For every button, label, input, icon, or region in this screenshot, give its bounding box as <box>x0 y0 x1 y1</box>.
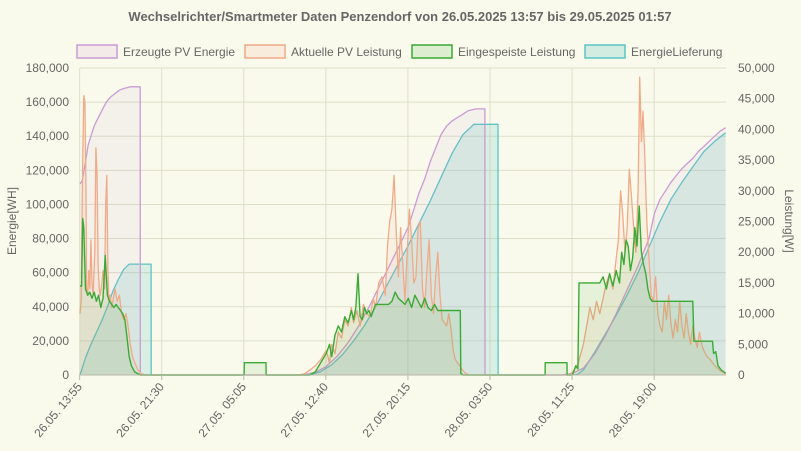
legend-swatch-aktuelle-pv-leistung <box>244 44 286 59</box>
series-area-energielieferung <box>80 124 726 375</box>
y-tick-left-label: 140,000 <box>26 129 70 143</box>
y-tick-left-label: 20,000 <box>32 334 69 348</box>
grid <box>79 67 726 376</box>
legend-label-eingespeiste-leistung: Eingespeiste Leistung <box>458 45 575 59</box>
legend-item-aktuelle-pv-leistung[interactable]: Aktuelle PV Leistung <box>244 44 402 59</box>
y-tick-right-label: 15,000 <box>738 276 775 290</box>
y-tick-right-label: 0 <box>738 368 745 382</box>
y-axis-left-title: Energie[WH] <box>5 187 19 255</box>
legend-swatch-erzeugte-pv-energie <box>76 44 118 59</box>
legend-label-aktuelle-pv-leistung: Aktuelle PV Leistung <box>291 45 402 59</box>
y-tick-left-label: 60,000 <box>32 266 69 280</box>
y-tick-right-label: 30,000 <box>738 184 775 198</box>
y-tick-left-label: 40,000 <box>32 300 69 314</box>
series-area-eingespeiste-leistung <box>80 206 726 375</box>
y-tick-right-label: 35,000 <box>738 153 775 167</box>
chart-title: Wechselrichter/Smartmeter Daten Penzendo… <box>128 9 671 24</box>
y-tick-right-label: 10,000 <box>738 307 775 321</box>
series-line-aktuelle-pv-leistung <box>79 76 726 376</box>
y-tick-left-label: 120,000 <box>26 163 70 177</box>
y-tick-right-label: 50,000 <box>738 61 775 75</box>
legend-item-eingespeiste-leistung[interactable]: Eingespeiste Leistung <box>411 44 575 59</box>
y-tick-left-label: 80,000 <box>32 232 69 246</box>
y-tick-right-label: 40,000 <box>738 122 775 136</box>
y-tick-right-label: 25,000 <box>738 215 775 229</box>
y-tick-right-label: 5,000 <box>738 337 768 351</box>
y-axis-right-title: Leistung[W] <box>782 189 796 252</box>
legend-item-energielieferung[interactable]: EnergieLieferung <box>584 44 722 59</box>
legend-item-erzeugte-pv-energie[interactable]: Erzeugte PV Energie <box>76 44 235 59</box>
series-line-eingespeiste-leistung <box>80 205 727 376</box>
legend-swatch-eingespeiste-leistung <box>411 44 453 59</box>
y-tick-right-label: 45,000 <box>738 92 775 106</box>
series-line-energielieferung <box>79 123 726 376</box>
series-area-erzeugte-pv-energie <box>80 86 726 376</box>
plot-area <box>79 76 727 376</box>
legend-label-energielieferung: EnergieLieferung <box>631 45 722 59</box>
y-tick-left-label: 180,000 <box>26 61 70 75</box>
series-line-erzeugte-pv-energie <box>79 86 726 376</box>
y-tick-right-label: 20,000 <box>738 245 775 259</box>
y-tick-left-label: 100,000 <box>26 197 70 211</box>
series-area-aktuelle-pv-leistung <box>80 77 726 375</box>
y-tick-left-label: 0 <box>62 368 69 382</box>
y-tick-left-label: 160,000 <box>26 95 70 109</box>
legend-label-erzeugte-pv-energie: Erzeugte PV Energie <box>123 45 235 59</box>
legend: Erzeugte PV Energie Aktuelle PV Leistung… <box>76 44 722 59</box>
legend-swatch-energielieferung <box>584 44 626 59</box>
